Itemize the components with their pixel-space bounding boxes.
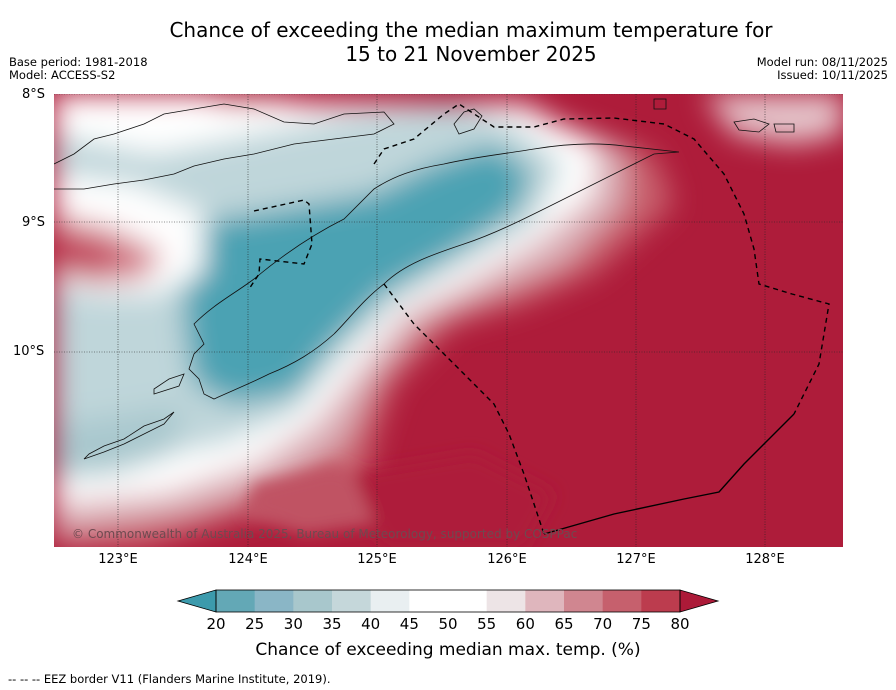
copyright-notice: © Commonwealth of Australia 2025, Bureau…: [72, 527, 578, 541]
lon-label-123e: 123°E: [98, 552, 138, 567]
colorbar-cell: [293, 590, 333, 612]
semau-coast: [153, 373, 185, 395]
colorbar-tick-label: 55: [477, 615, 497, 633]
map-panel: [54, 94, 843, 547]
colorbar-tick-label: 75: [631, 615, 651, 633]
lat-label-9s: 9°S: [22, 215, 46, 230]
lat-label-8s: 8°S: [22, 87, 46, 102]
small-islands-ne: [653, 98, 795, 133]
colorbar-outline: [215, 589, 681, 613]
colorbar-tick-label: 40: [361, 615, 381, 633]
colorbar-tick-label: 65: [554, 615, 574, 633]
graticule: [54, 94, 843, 547]
title-line-2: 15 to 21 November 2025: [345, 42, 597, 66]
contour-field: [54, 94, 843, 547]
colorbar-cell: [525, 590, 565, 612]
colorbar-cell: [448, 590, 488, 612]
colorbar-cell: [564, 590, 604, 612]
timor-coastline: [188, 143, 680, 400]
lon-label-125e: 125°E: [357, 552, 397, 567]
eez-border: [248, 103, 830, 535]
sumba-rote-coast: [83, 411, 175, 460]
model-name: Model: ACCESS-S2: [9, 68, 116, 82]
colorbar-tick-label: 50: [438, 615, 458, 633]
chart-title: Chance of exceeding the median maximum t…: [0, 18, 896, 66]
colorbar-tick-label: 35: [322, 615, 342, 633]
coastlines: [54, 98, 795, 460]
colorbar-cell: [641, 590, 681, 612]
map-svg: [54, 94, 843, 547]
colorbar-tick-label: 30: [283, 615, 303, 633]
colorbar-tick-label: 80: [670, 615, 690, 633]
colorbar-cell: [602, 590, 642, 612]
base-period: Base period: 1981-2018: [9, 55, 148, 69]
lon-label-126e: 126°E: [487, 552, 527, 567]
north-coast-islands: [54, 103, 395, 190]
wetar-coast: [453, 108, 483, 135]
meta-right: Model run: 08/11/2025 Issued: 10/11/2025: [757, 56, 888, 82]
model-run: Model run: 08/11/2025: [756, 55, 888, 69]
colorbar-tick-label: 70: [593, 615, 613, 633]
colorbar-cell: [254, 590, 294, 612]
colorbar-tick-label: 60: [515, 615, 535, 633]
colorbar-tick-label: 25: [245, 615, 265, 633]
issued-date: Issued: 10/11/2025: [777, 68, 888, 82]
southern-warm-zone: [244, 454, 554, 547]
lon-label-128e: 128°E: [745, 552, 785, 567]
colorbar-cell: [486, 590, 526, 612]
lon-label-124e: 124°E: [228, 552, 268, 567]
colorbar-cell: [332, 590, 372, 612]
title-line-1: Chance of exceeding the median maximum t…: [169, 18, 773, 42]
colorbar-over-arrow: [679, 589, 720, 613]
colorbar-cell: [216, 590, 256, 612]
eez-legend-note: -- -- -- EEZ border V11 (Flanders Marine…: [8, 672, 331, 686]
colorbar-cell: [370, 590, 410, 612]
colorbar-tick-label: 45: [399, 615, 419, 633]
lat-label-10s: 10°S: [13, 344, 45, 359]
colorbar-label: Chance of exceeding median max. temp. (%…: [255, 640, 641, 660]
colorbar-cells: [216, 590, 681, 612]
colorbar-tick-label: 20: [206, 615, 226, 633]
eez-border-solid: [543, 413, 795, 535]
lon-label-127e: 127°E: [616, 552, 656, 567]
colorbar-under-arrow: [176, 589, 217, 613]
colorbar: [176, 589, 720, 613]
meta-left: Base period: 1981-2018 Model: ACCESS-S2: [9, 56, 148, 82]
colorbar-cell: [409, 590, 449, 612]
